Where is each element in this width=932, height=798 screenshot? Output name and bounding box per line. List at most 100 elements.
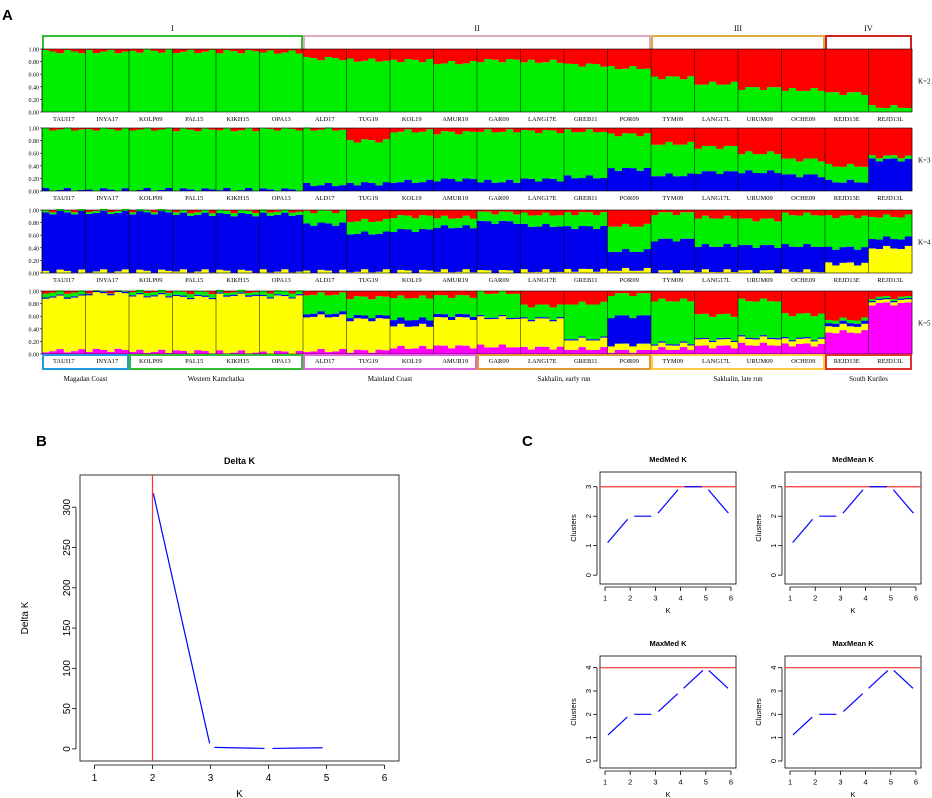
structure-bar-segment xyxy=(85,293,94,295)
structure-bar-segment xyxy=(506,270,514,273)
structure-bar-segment xyxy=(564,210,572,213)
structure-bar-segment xyxy=(150,295,159,297)
structure-bar-segment xyxy=(368,140,376,183)
structure-bar-segment xyxy=(614,49,623,70)
structure-bar-segment xyxy=(353,315,362,319)
structure-bar-segment xyxy=(622,68,630,112)
structure-bar-segment xyxy=(868,158,877,191)
structure-bar-segment xyxy=(288,49,297,51)
structure-bar-segment xyxy=(230,295,239,353)
structure-bar-segment xyxy=(506,179,514,191)
structure-bar-segment xyxy=(368,318,376,322)
structure-bar-segment xyxy=(324,295,333,315)
structure-bar-segment xyxy=(433,227,442,272)
structure-bar-segment xyxy=(179,188,188,191)
structure-bar-segment xyxy=(781,269,790,273)
structure-bar-segment xyxy=(136,294,144,350)
structure-bar-segment xyxy=(165,297,173,353)
structure-bar-segment xyxy=(42,49,50,112)
structure-bar-segment xyxy=(832,249,840,266)
structure-bar-segment xyxy=(448,210,456,219)
structure-bar-segment xyxy=(564,212,572,227)
structure-bar-segment xyxy=(709,246,717,272)
structure-bar-segment xyxy=(593,228,601,272)
structure-bar-segment xyxy=(187,49,195,50)
structure-bar-segment xyxy=(600,336,608,338)
structure-bar-segment xyxy=(85,295,94,353)
x-tick-label: 1 xyxy=(92,773,98,784)
y-axis-label: Clusters xyxy=(569,698,578,726)
structure-bar-segment xyxy=(462,210,471,216)
structure-bar-segment xyxy=(462,49,471,64)
structure-bar-segment xyxy=(353,61,362,112)
structure-bar-segment xyxy=(629,128,637,134)
structure-bar-segment xyxy=(498,291,507,315)
structure-bar-segment xyxy=(114,210,123,211)
structure-bar-segment xyxy=(390,128,398,133)
structure-bar-segment xyxy=(252,294,260,296)
structure-bar-segment xyxy=(752,339,761,346)
structure-bar-segment xyxy=(781,291,790,314)
x-axis-label: K xyxy=(850,790,855,798)
structure-bar-segment xyxy=(266,50,275,112)
structure-bar-segment xyxy=(361,269,369,273)
population-label: TYM09 xyxy=(662,195,683,202)
structure-bar-segment xyxy=(223,270,231,273)
structure-bar-segment xyxy=(730,128,739,146)
structure-bar-segment xyxy=(571,215,579,229)
population-label: TYM09 xyxy=(662,358,683,365)
structure-bar-segment xyxy=(709,291,717,317)
structure-bar-segment xyxy=(549,59,558,112)
structure-bar-segment xyxy=(353,349,362,354)
structure-bar-segment xyxy=(440,49,449,64)
structure-bar-segment xyxy=(100,51,108,112)
structure-bar-segment xyxy=(817,128,826,162)
structure-bar-segment xyxy=(854,49,862,93)
structure-bar-segment xyxy=(324,291,333,296)
structure-bar-segment xyxy=(404,229,413,271)
structure-bar-segment xyxy=(796,210,804,216)
structure-bar-segment xyxy=(477,62,485,112)
structure-bar-segment xyxy=(868,302,877,306)
structure-bar-segment xyxy=(709,128,717,146)
structure-bar-segment xyxy=(158,129,166,190)
structure-bar-segment xyxy=(709,210,717,219)
structure-bar-segment xyxy=(390,59,398,112)
structure-bar-segment xyxy=(201,51,210,112)
x-tick-label: 6 xyxy=(382,773,388,784)
structure-bar-segment xyxy=(861,94,869,112)
plot-title: MedMed K xyxy=(649,455,687,464)
y-tick-label: 4 xyxy=(769,666,778,670)
structure-bar-segment xyxy=(810,128,819,159)
structure-bar-segment xyxy=(295,210,304,212)
structure-bar-segment xyxy=(854,291,862,321)
structure-bar-segment xyxy=(462,291,471,296)
structure-bar-segment xyxy=(187,291,195,295)
structure-bar-segment xyxy=(781,128,790,159)
structure-bar-segment xyxy=(651,241,659,273)
population-label: URUM09 xyxy=(747,358,773,365)
structure-bar-segment xyxy=(63,49,72,50)
structure-bar-segment xyxy=(375,128,384,143)
structure-bar-segment xyxy=(643,291,652,294)
population-label: GREB11 xyxy=(574,358,598,365)
structure-bar-segment xyxy=(78,210,86,270)
x-tick-label: 3 xyxy=(653,778,657,787)
structure-bar-segment xyxy=(694,128,703,149)
structure-bar-segment xyxy=(701,244,710,270)
y-tick-label: 0 xyxy=(62,746,73,752)
structure-bar-segment xyxy=(462,317,471,346)
data-line-segment xyxy=(152,493,211,744)
structure-bar-segment xyxy=(542,223,550,270)
plot-frame xyxy=(784,471,922,585)
structure-bar-segment xyxy=(266,291,275,294)
structure-bar-segment xyxy=(317,49,326,61)
structure-bar-segment xyxy=(709,271,717,273)
structure-bar-segment xyxy=(513,223,521,273)
structure-ytick-label: 1.00 xyxy=(29,48,40,54)
structure-bar-segment xyxy=(259,212,268,270)
structure-bar-segment xyxy=(433,218,442,228)
structure-bar-segment xyxy=(868,155,877,159)
structure-bar-segment xyxy=(317,291,326,293)
structure-bar-segment xyxy=(520,210,529,213)
